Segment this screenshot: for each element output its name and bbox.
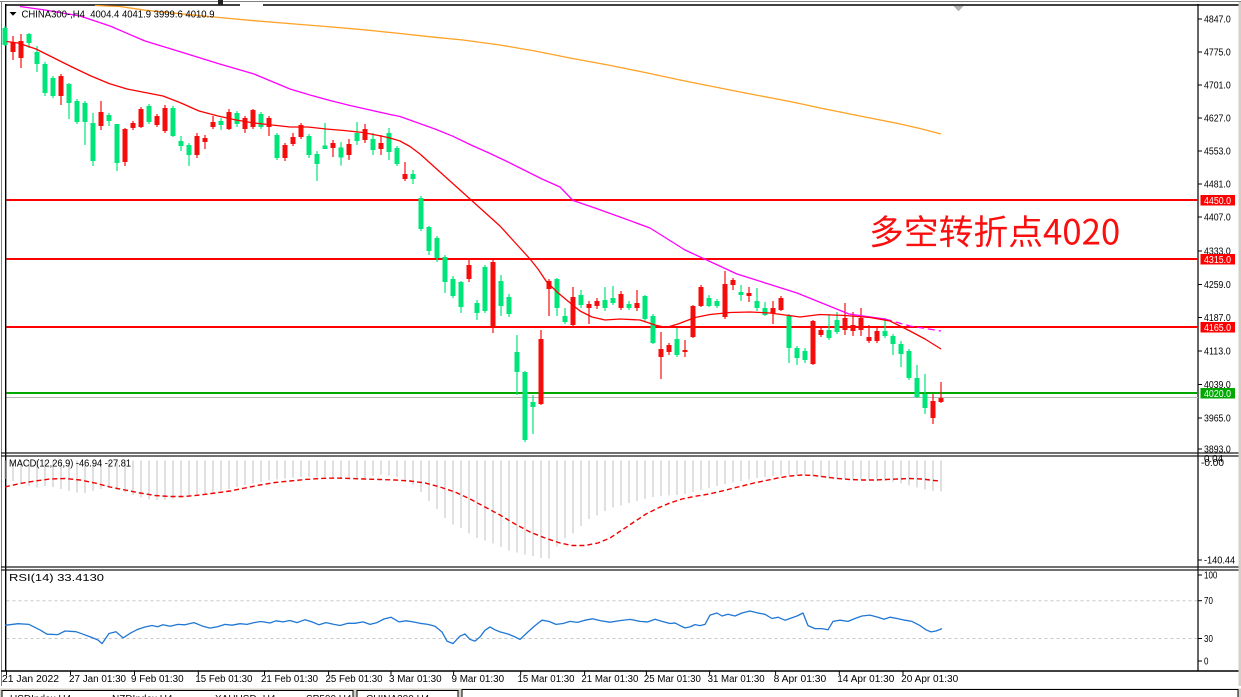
- svg-text:25 Mar 01:30: 25 Mar 01:30: [644, 674, 701, 685]
- svg-text:-0.00: -0.00: [1201, 458, 1224, 469]
- svg-text:21 Mar 01:30: 21 Mar 01:30: [581, 674, 638, 685]
- svg-text:70: 70: [1204, 596, 1213, 607]
- svg-text:21 Feb 01:30: 21 Feb 01:30: [261, 674, 318, 685]
- svg-text:4259.0: 4259.0: [1204, 280, 1231, 291]
- svg-text:14 Apr 01:30: 14 Apr 01:30: [837, 674, 894, 685]
- svg-text:-140.44: -140.44: [1204, 556, 1236, 567]
- svg-text:9 Mar 01:30: 9 Mar 01:30: [452, 674, 505, 685]
- svg-text:4627.0: 4627.0: [1204, 114, 1231, 125]
- svg-text:9 Feb 01:30: 9 Feb 01:30: [131, 674, 184, 685]
- svg-text:4165.0: 4165.0: [1204, 323, 1231, 334]
- svg-text:31 Mar 01:30: 31 Mar 01:30: [708, 674, 765, 685]
- svg-text:4481.0: 4481.0: [1204, 180, 1231, 191]
- svg-text:4775.0: 4775.0: [1204, 48, 1231, 59]
- svg-text:CHINA300,H4: CHINA300,H4: [366, 694, 430, 697]
- svg-text:4847.0: 4847.0: [1204, 15, 1231, 26]
- svg-text:4315.0: 4315.0: [1204, 255, 1231, 266]
- svg-text:NZDIndex,H4: NZDIndex,H4: [112, 694, 173, 697]
- svg-text:15 Feb 01:30: 15 Feb 01:30: [195, 674, 252, 685]
- svg-text:100: 100: [1204, 571, 1218, 582]
- svg-text:4333.0: 4333.0: [1204, 247, 1231, 258]
- svg-text:15 Mar 01:30: 15 Mar 01:30: [518, 674, 575, 685]
- svg-text:3893.0: 3893.0: [1204, 445, 1231, 456]
- svg-text:20 Apr 01:30: 20 Apr 01:30: [901, 674, 958, 685]
- svg-text:0.04: 0.04: [1204, 454, 1223, 465]
- svg-text:4450.0: 4450.0: [1204, 196, 1231, 207]
- svg-text:SP500,H4: SP500,H4: [306, 694, 352, 697]
- svg-text:4020.0: 4020.0: [1204, 389, 1231, 400]
- svg-text:4553.0: 4553.0: [1204, 147, 1231, 158]
- svg-text:4407.0: 4407.0: [1204, 213, 1231, 224]
- svg-text:4113.0: 4113.0: [1204, 347, 1231, 358]
- svg-text:30: 30: [1204, 634, 1213, 645]
- svg-text:RSI(14) 33.4130: RSI(14) 33.4130: [9, 573, 105, 584]
- svg-text:4701.0: 4701.0: [1204, 81, 1231, 92]
- svg-text:XAUUSD-,H4: XAUUSD-,H4: [215, 694, 276, 697]
- svg-text:3 Mar 01:30: 3 Mar 01:30: [389, 674, 442, 685]
- svg-text:27 Jan 01:30: 27 Jan 01:30: [69, 674, 126, 685]
- svg-text:21 Jan 2022: 21 Jan 2022: [2, 674, 59, 685]
- svg-text:CHINA300-,H4 4004.4 4041.9 39: CHINA300-,H4 4004.4 4041.9 3999.6 4010.9: [22, 10, 215, 21]
- svg-text:USDIndex,H4: USDIndex,H4: [10, 694, 72, 697]
- svg-text:MACD(12,26,9) -46.94 -27.81: MACD(12,26,9) -46.94 -27.81: [9, 459, 131, 470]
- svg-text:4039.0: 4039.0: [1204, 380, 1231, 391]
- svg-text:8 Apr 01:30: 8 Apr 01:30: [774, 674, 827, 685]
- svg-text:4187.0: 4187.0: [1204, 313, 1231, 324]
- svg-text:3965.0: 3965.0: [1204, 414, 1231, 425]
- svg-text:25 Feb 01:30: 25 Feb 01:30: [326, 674, 383, 685]
- svg-text:0: 0: [1204, 657, 1209, 668]
